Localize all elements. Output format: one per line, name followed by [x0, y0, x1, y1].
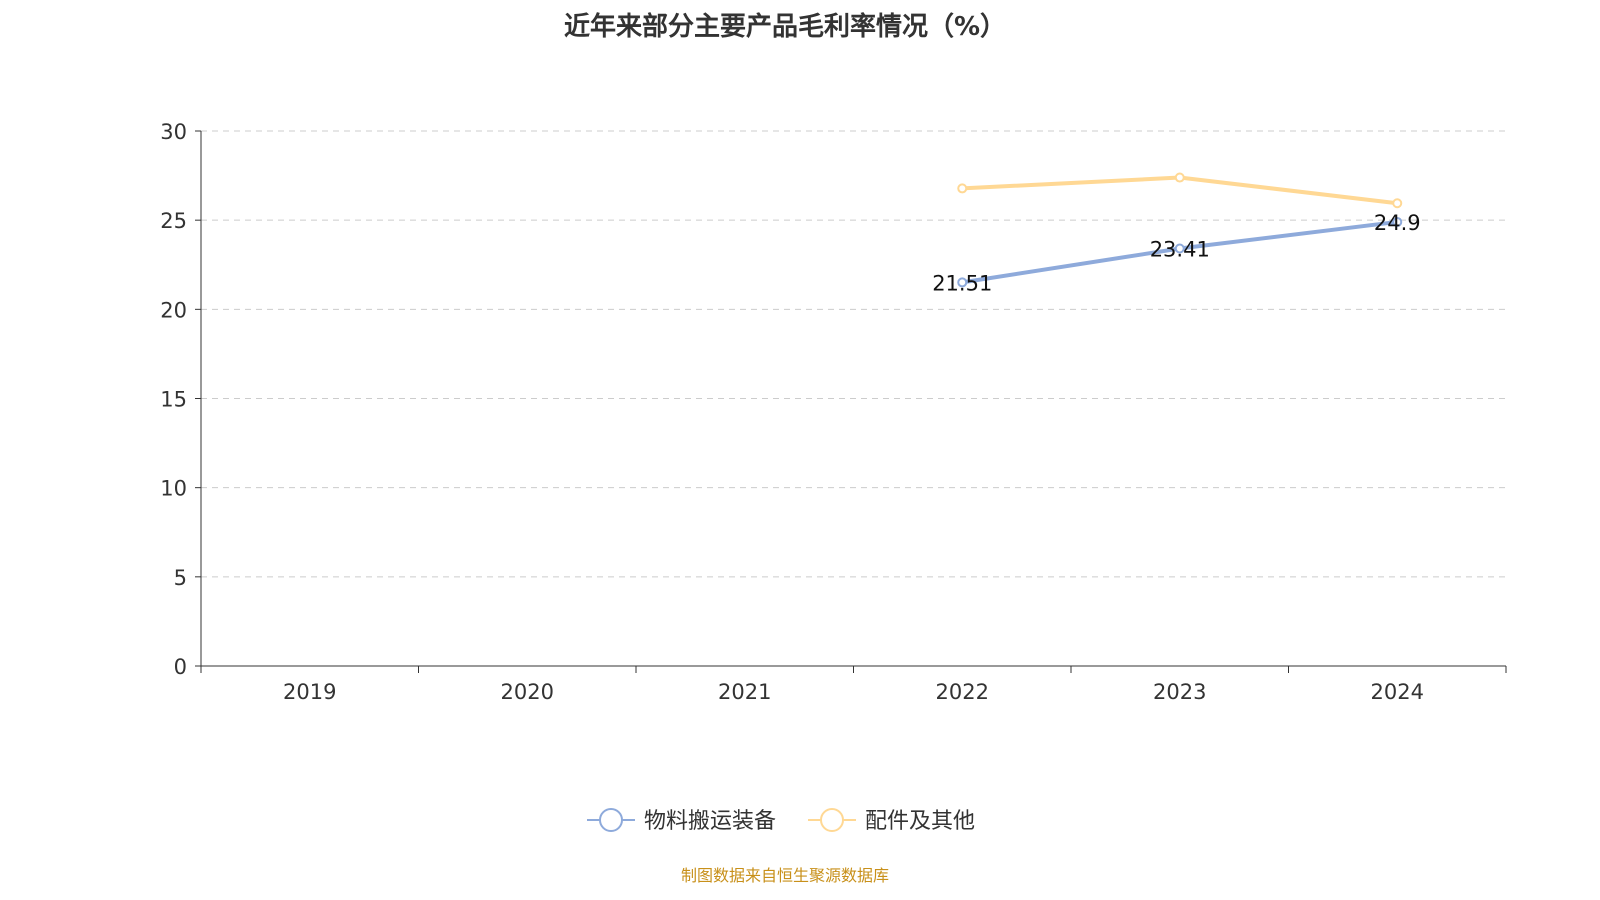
y-tick-label: 25: [160, 209, 187, 233]
legend-label: 物料搬运装备: [644, 809, 776, 834]
source-note: 制图数据来自恒生聚源数据库: [680, 866, 889, 885]
legend-label: 配件及其他: [865, 809, 975, 834]
data-point: [957, 277, 968, 288]
data-point: [1392, 216, 1403, 227]
x-tick-label: 2019: [283, 680, 336, 704]
data-label: 23.41: [1150, 238, 1210, 262]
x-tick-label: 2023: [1153, 680, 1206, 704]
x-tick-label: 2021: [718, 680, 771, 704]
legend-marker-icon: [820, 808, 844, 832]
chart-title: 近年来部分主要产品毛利率情况（%）: [563, 12, 1007, 42]
data-point: [1174, 172, 1185, 183]
x-tick-label: 2024: [1371, 680, 1424, 704]
x-tick-label: 2022: [936, 680, 989, 704]
y-tick-label: 15: [160, 388, 187, 412]
y-tick-label: 0: [174, 655, 187, 679]
data-point: [1392, 198, 1403, 209]
legend-marker-icon: [599, 808, 623, 832]
y-tick-label: 30: [160, 120, 187, 144]
data-point: [1174, 243, 1185, 254]
data-point: [957, 183, 968, 194]
y-tick-label: 20: [160, 298, 187, 322]
y-tick-label: 5: [174, 566, 187, 590]
y-tick-label: 10: [160, 477, 187, 501]
data-label: 21.51: [932, 271, 992, 295]
data-label: 24.9: [1374, 211, 1421, 235]
x-tick-label: 2020: [501, 680, 554, 704]
